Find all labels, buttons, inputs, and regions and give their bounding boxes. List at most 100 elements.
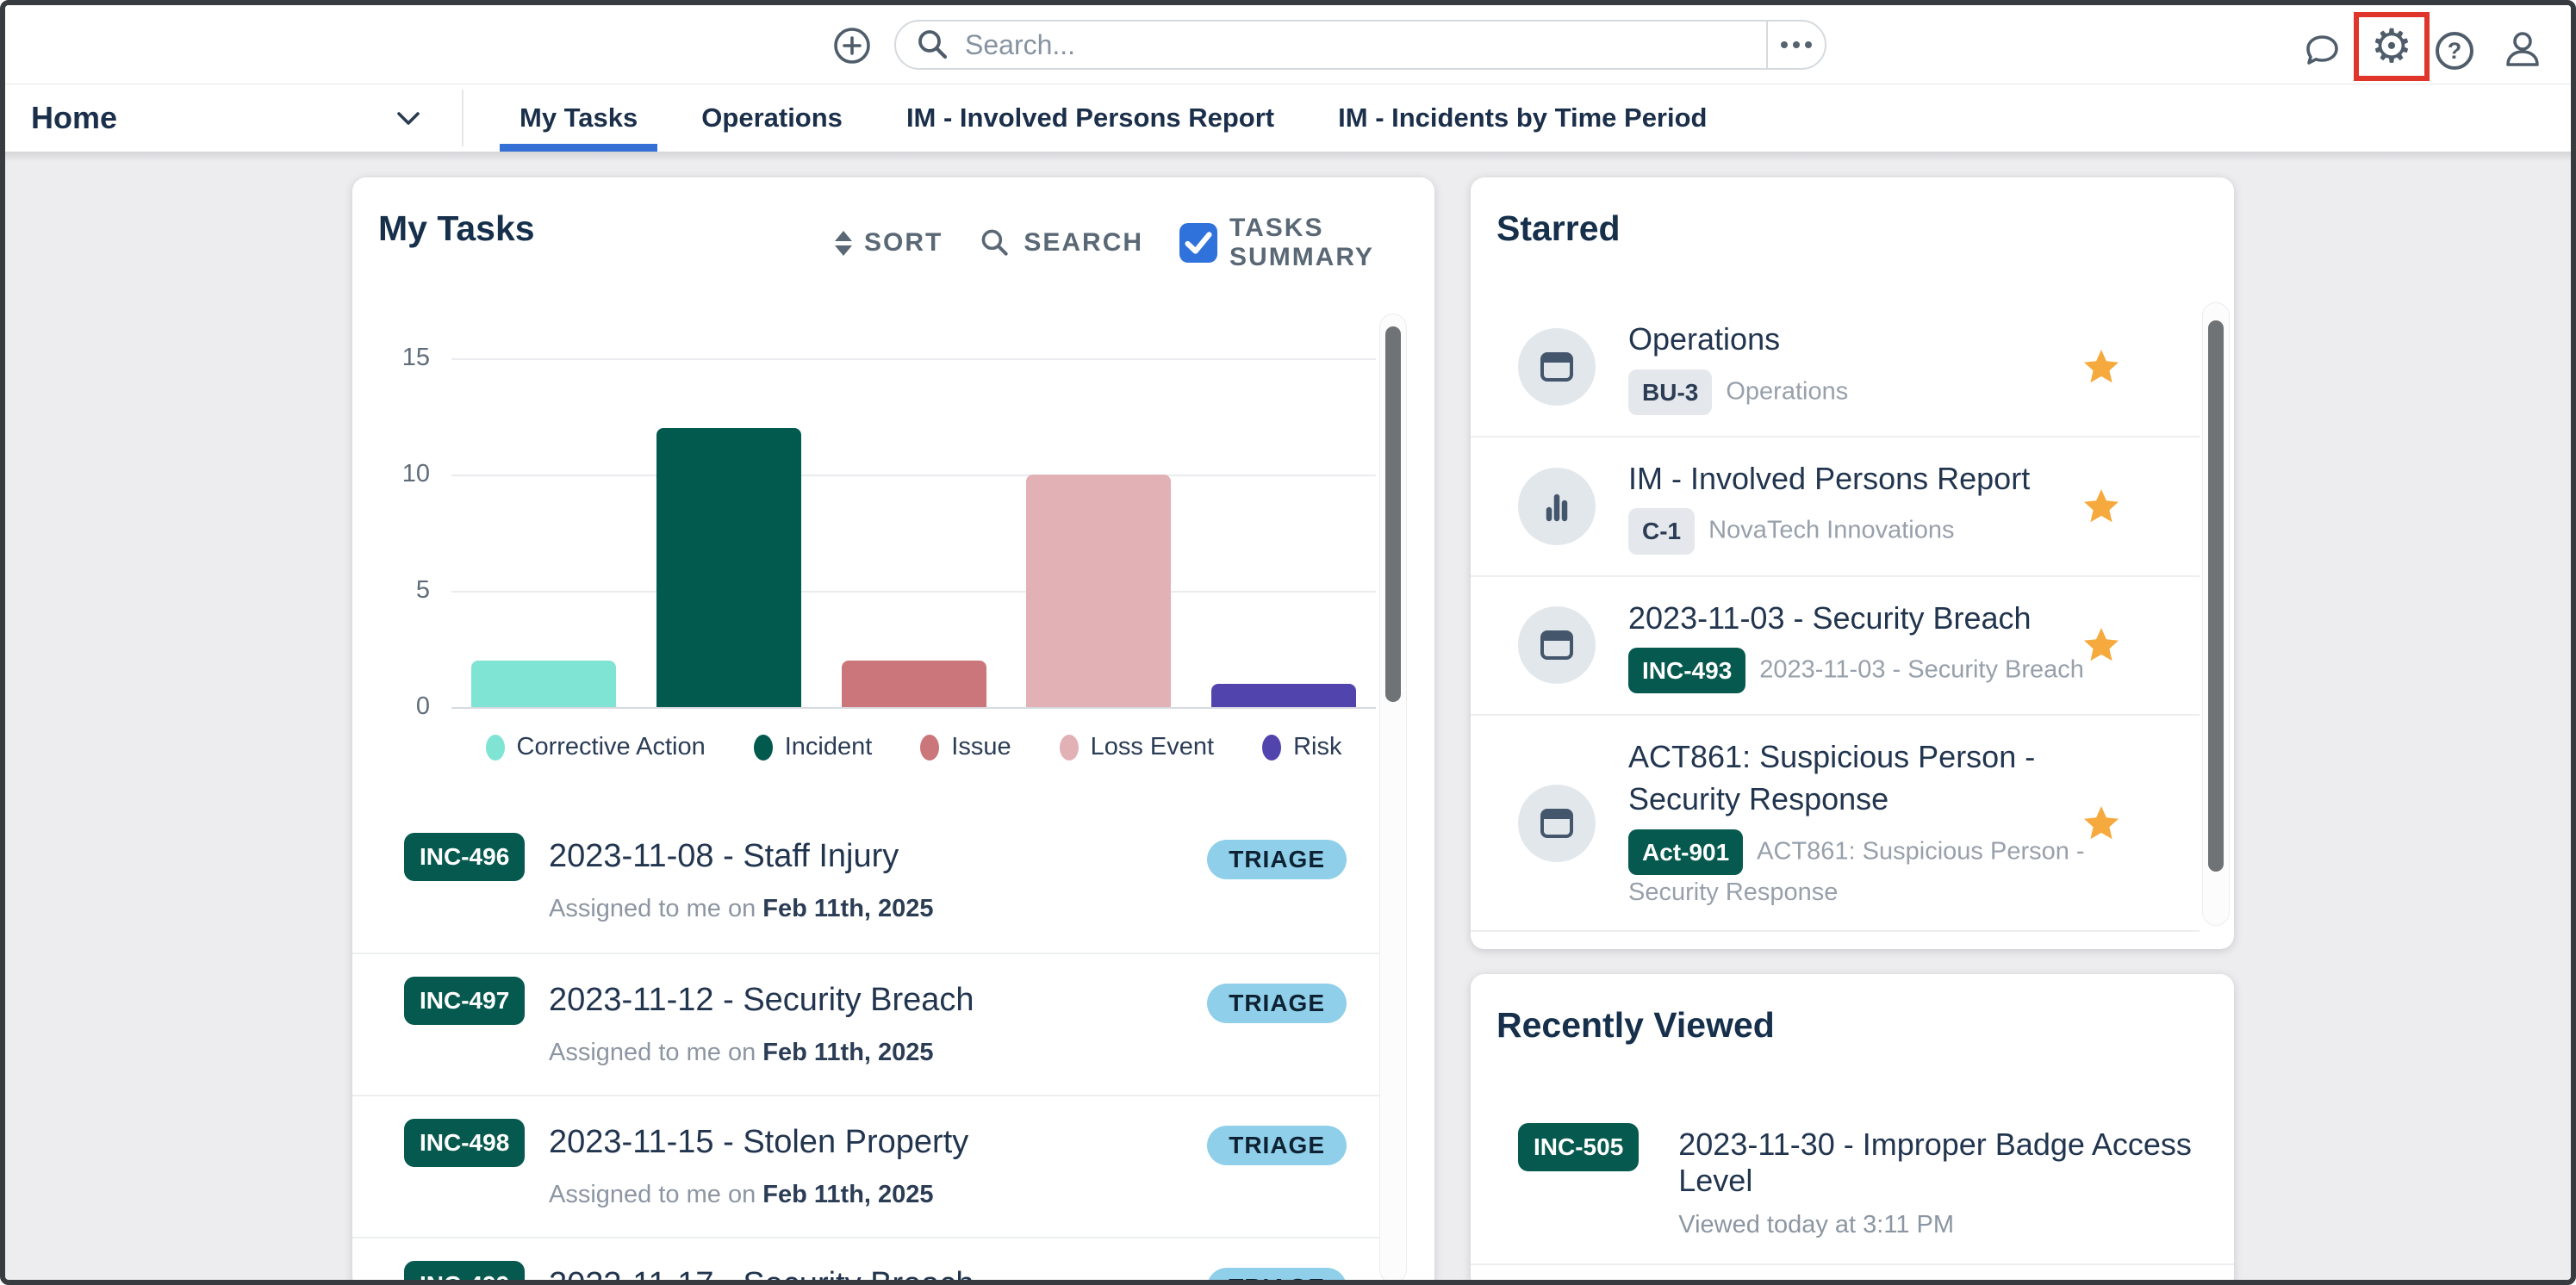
tab-im-incidents-by-time-period[interactable]: IM - Incidents by Time Period (1338, 102, 1708, 133)
recently-viewed-item[interactable]: INC-505 2023-11-30 - Improper Badge Acces… (1471, 1099, 2234, 1263)
starred-item-badge: C-1 (1628, 508, 1696, 555)
gear-icon[interactable]: ⚙ (2370, 21, 2413, 72)
tab-bar: My Tasks Operations IM - Involved Persons … (488, 84, 1739, 152)
starred-scrollbar-track (2202, 302, 2230, 926)
task-row[interactable]: INC-499 2023-11-17 - Security Breach TRIAG… (352, 1237, 1379, 1285)
sort-button[interactable]: SORT (835, 228, 943, 258)
legend-dot (1262, 734, 1282, 760)
legend-item-risk: Risk (1262, 733, 1341, 761)
question-circle-icon: ? (2436, 32, 2473, 70)
ellipsis-icon (1781, 41, 1788, 48)
task-id-badge: INC-496 (404, 833, 526, 881)
starred-item-title[interactable]: ACT861: Suspicious Person - Security Res… (1628, 739, 2036, 816)
task-row[interactable]: INC-496 2023-11-08 - Staff Injury TRIAGE As… (352, 810, 1379, 953)
nav-shadow (5, 152, 2571, 162)
chevron-down-icon (396, 111, 420, 127)
starred-item-badge: Act-901 (1628, 829, 1744, 875)
starred-item-subtitle: NovaTech Innovations (1708, 516, 1955, 544)
starred-list: Operations BU-3 Operations IM - Involved Pe… (1471, 298, 2200, 949)
star-icon[interactable] (2082, 487, 2120, 525)
my-tasks-scrollbar-thumb[interactable] (1385, 326, 1401, 702)
bar-chart-icon (1518, 467, 1596, 545)
add-button[interactable] (832, 26, 872, 65)
legend-label: Incident (784, 733, 873, 760)
task-status-badge: TRIAGE (1207, 1126, 1347, 1165)
person-icon (2502, 29, 2543, 71)
starred-item-title[interactable]: IM - Involved Persons Report (1628, 460, 2031, 496)
my-tasks-scrollbar-track (1379, 313, 1407, 1280)
star-icon[interactable] (2082, 626, 2120, 664)
starred-item[interactable]: IM - Involved Persons Report C-1 NovaTech … (1471, 435, 2200, 575)
task-status-badge: TRIAGE (1207, 1268, 1347, 1280)
tab-im-involved-persons-report[interactable]: IM - Involved Persons Report (905, 102, 1275, 133)
chart-gridline (451, 707, 1376, 709)
starred-item[interactable]: Operations BU-3 Operations (1471, 298, 2200, 436)
task-assigned-text: Assigned to me on Feb 11th, 2025 (549, 895, 934, 922)
search-icon (979, 227, 1011, 259)
starred-item-title[interactable]: Operations (1628, 321, 1781, 357)
search-more-button[interactable] (1766, 22, 1825, 68)
chart-gridline (451, 591, 1376, 593)
profile-button[interactable] (2502, 29, 2543, 71)
tasks-summary-chart: 0 5 10 15 Corrective Action Incident Issue Loss… (352, 307, 1378, 806)
legend-dot (753, 734, 773, 760)
my-tasks-controls: SORT SEARCH TASKS SUMMARY (835, 214, 1434, 272)
starred-scrollbar-thumb[interactable] (2208, 320, 2224, 872)
starred-item[interactable]: IM - Incidents by Time Period (1471, 930, 2200, 949)
bar-issue (841, 661, 986, 707)
legend-dot (485, 734, 505, 760)
task-title[interactable]: 2023-11-08 - Staff Injury (549, 838, 899, 874)
recent-item-title[interactable]: 2023-11-30 - Improper Badge Access Level (1678, 1127, 2192, 1198)
recently-viewed-card: Recently Viewed INC-505 2023-11-30 - Impr… (1471, 974, 2234, 1280)
chart-ytick: 15 (401, 344, 430, 371)
window-icon (1518, 327, 1596, 406)
recent-id-badge: INC-505 (1518, 1123, 1640, 1171)
task-id-badge: INC-497 (404, 977, 526, 1025)
task-title[interactable]: 2023-11-17 - Security Breach (549, 1266, 974, 1285)
task-title[interactable]: 2023-11-12 - Security Breach (549, 982, 974, 1018)
settings-highlight-box: ⚙ (2354, 12, 2430, 81)
task-row[interactable]: INC-497 2023-11-12 - Security Breach TRIAG… (352, 953, 1379, 1095)
star-icon[interactable] (2082, 804, 2120, 842)
help-button[interactable]: ? (2435, 31, 2474, 71)
bar-risk (1210, 684, 1356, 707)
search-tasks-button[interactable]: SEARCH (979, 227, 1143, 259)
legend-item-corrective-action: Corrective Action (485, 733, 706, 761)
legend-dot (1059, 734, 1079, 760)
legend-item-incident: Incident (753, 733, 873, 761)
tasks-summary-toggle[interactable]: TASKS SUMMARY (1179, 214, 1434, 272)
legend-dot (920, 734, 940, 760)
starred-item-subtitle: 2023-11-03 - Security Breach (1759, 655, 2084, 684)
task-title[interactable]: 2023-11-15 - Stolen Property (549, 1124, 969, 1160)
task-status-badge: TRIAGE (1207, 984, 1347, 1023)
starred-card: Starred Operations BU-3 Operations IM - Inv… (1471, 177, 2234, 949)
starred-item-title[interactable]: 2023-11-03 - Security Breach (1628, 599, 2032, 636)
task-assigned-text: Assigned to me on Feb 11th, 2025 (549, 1181, 934, 1208)
task-row[interactable]: INC-498 2023-11-15 - Stolen Property TRIAG… (352, 1095, 1379, 1237)
tab-my-tasks[interactable]: My Tasks (488, 84, 669, 152)
task-assigned-text: Assigned to me on Feb 11th, 2025 (549, 1039, 934, 1066)
chat-bubble-icon (2301, 31, 2344, 71)
task-id-badge: INC-499 (404, 1261, 526, 1280)
home-dropdown[interactable]: Home (31, 84, 462, 152)
starred-item-subtitle: ACT861: Suspicious Person - Security Res… (1628, 836, 2085, 906)
starred-item[interactable]: 2023-11-03 - Security Breach INC-493 2023-… (1471, 574, 2200, 715)
task-id-badge: INC-498 (404, 1119, 526, 1167)
global-search (894, 20, 1826, 70)
legend-label: Corrective Action (516, 733, 706, 760)
search-input[interactable] (965, 28, 1766, 61)
legend-label: Loss Event (1090, 733, 1215, 760)
tab-operations[interactable]: Operations (701, 102, 843, 133)
chart-ytick: 5 (415, 576, 430, 604)
star-icon[interactable] (2082, 348, 2120, 386)
starred-item[interactable]: ACT861: Suspicious Person - Security Res… (1471, 714, 2200, 930)
bar-loss-event (1026, 475, 1172, 707)
messages-button[interactable] (2301, 31, 2344, 71)
bar-corrective-action (471, 661, 617, 707)
checkbox-checked-icon[interactable] (1179, 223, 1218, 263)
my-tasks-card: My Tasks SORT SEARCH TASKS SUMMARY 0 5 10 1… (352, 177, 1434, 1285)
recently-viewed-list: INC-505 2023-11-30 - Improper Badge Acces… (1471, 1099, 2234, 1280)
window-icon (1518, 784, 1596, 862)
